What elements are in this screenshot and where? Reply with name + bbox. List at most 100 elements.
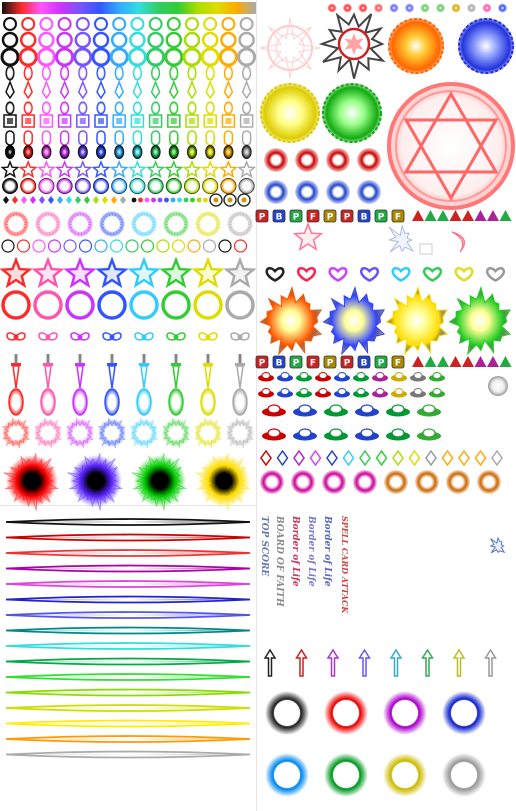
thin-ring-6 (94, 239, 108, 253)
tiny-diamond-6 (57, 196, 63, 204)
kunai-bullet-5 (96, 79, 106, 100)
knife-handle-7 (238, 354, 242, 364)
small-ring-a-0 (3, 17, 17, 31)
fireball-3 (448, 285, 512, 356)
tiny-diamond-12 (111, 196, 117, 204)
small-ring-a-2 (39, 17, 54, 31)
diamond-11 (441, 449, 454, 467)
thin-ring-12 (187, 239, 201, 253)
rune-tile-a-label-0: P (259, 213, 266, 223)
rune-tile-b-3 (306, 355, 320, 369)
rice-bullet-0 (5, 101, 15, 115)
oval-bullet-0 (5, 65, 15, 81)
big-star-7 (223, 256, 257, 289)
spark-burst-0 (2, 419, 30, 447)
small-star-3 (55, 159, 75, 179)
tiny-dot-11 (203, 197, 208, 203)
medium-ring-8 (146, 47, 166, 67)
top-dot-3 (374, 3, 383, 13)
tiny-diamond-5 (48, 196, 54, 204)
medium-ring-10 (182, 47, 202, 67)
thin-ring-9 (140, 239, 155, 253)
thin-ring-14 (218, 239, 232, 253)
small-ring-a-5 (94, 17, 108, 31)
flame-orb-2 (322, 470, 346, 494)
small-ring-b-7 (129, 31, 146, 49)
tiny-dot-2 (144, 197, 150, 203)
capsule-4 (78, 130, 88, 146)
kunai-bullet-10 (187, 79, 197, 100)
small-star-0 (0, 159, 20, 179)
rune-tile-b-2 (289, 355, 303, 369)
big-star-3 (95, 256, 129, 289)
oval-bullet-13 (242, 65, 252, 81)
thin-ring-3 (47, 239, 62, 253)
glow-ball-3 (56, 178, 73, 194)
knife-handle-1 (46, 354, 50, 364)
tiny-dot-7 (177, 197, 182, 203)
rune-tile-a-triangle-0 (412, 210, 424, 221)
rune-tile-b-1 (272, 355, 286, 369)
kunai-bullet-9 (168, 79, 179, 100)
diamond-8 (392, 449, 404, 467)
glow-ball-1 (20, 178, 37, 194)
capsule-7 (132, 130, 143, 146)
diamond-1 (276, 449, 289, 467)
kunai-bullet-4 (77, 79, 88, 100)
medium-ring-12 (218, 47, 238, 67)
rune-tile-a-label-7: P (378, 213, 385, 223)
heart-1 (297, 267, 316, 282)
flame-orb-6 (446, 470, 470, 494)
rune-tile-b-triangle-3 (449, 356, 462, 367)
big-ring-3 (97, 290, 127, 320)
arrow-3 (358, 648, 371, 677)
small-ring-b-3 (56, 31, 73, 49)
small-ring-b-4 (74, 31, 92, 49)
banner-text-5: SPELL CARD ATTACK (340, 516, 350, 614)
rice-bullet-12 (223, 101, 233, 115)
blob-1-0 (264, 180, 288, 204)
thin-ring-4 (63, 239, 77, 253)
tiny-diamond-7 (66, 196, 72, 204)
large-oval-2 (72, 388, 88, 416)
small-star-4 (73, 159, 93, 179)
rainbow-bar (2, 2, 256, 14)
rune-tile-b-triangle-2 (437, 356, 449, 367)
big-ring-1 (33, 290, 63, 320)
large-oval-0 (8, 388, 24, 416)
big-ring-4 (129, 290, 159, 320)
fireball-0 (259, 285, 323, 356)
rice-bullet-8 (151, 101, 161, 115)
thin-ring-2 (32, 239, 46, 253)
small-ring-b-0 (1, 31, 19, 49)
blob-0-1 (295, 148, 319, 172)
small-ring-b-6 (110, 31, 128, 49)
rune-tile-a-triangle-3 (449, 210, 462, 221)
small-frame (419, 243, 433, 255)
diamond-4 (326, 449, 338, 467)
oval-bullet-7 (132, 65, 142, 81)
rice-bullet-4 (78, 101, 88, 115)
dark-oval-13 (241, 145, 252, 159)
rune-tile-a-label-1: B (276, 213, 283, 223)
small-star-1 (18, 159, 38, 179)
diamond-14 (491, 449, 503, 467)
top-dot-2 (358, 3, 368, 13)
top-dot-1 (343, 3, 352, 13)
small-star-13 (237, 159, 257, 179)
small-ring-b-12 (220, 31, 237, 49)
tiny-diamond-13 (120, 196, 126, 204)
dark-burst-3 (198, 455, 250, 507)
small-ring-b-9 (165, 31, 183, 49)
large-oval-7 (232, 388, 248, 416)
tiny-dot-9 (190, 197, 195, 203)
rune-tile-a-triangle-7 (499, 210, 512, 221)
big-ring-6 (193, 290, 223, 320)
rice-bullet-3 (59, 101, 70, 115)
diamond-6 (359, 449, 371, 467)
kunai-bullet-3 (59, 79, 70, 100)
flame-orb-0 (260, 470, 284, 494)
rice-bullet-6 (114, 101, 124, 115)
dark-oval-1 (23, 145, 34, 159)
rune-tile-b-6 (357, 355, 371, 369)
